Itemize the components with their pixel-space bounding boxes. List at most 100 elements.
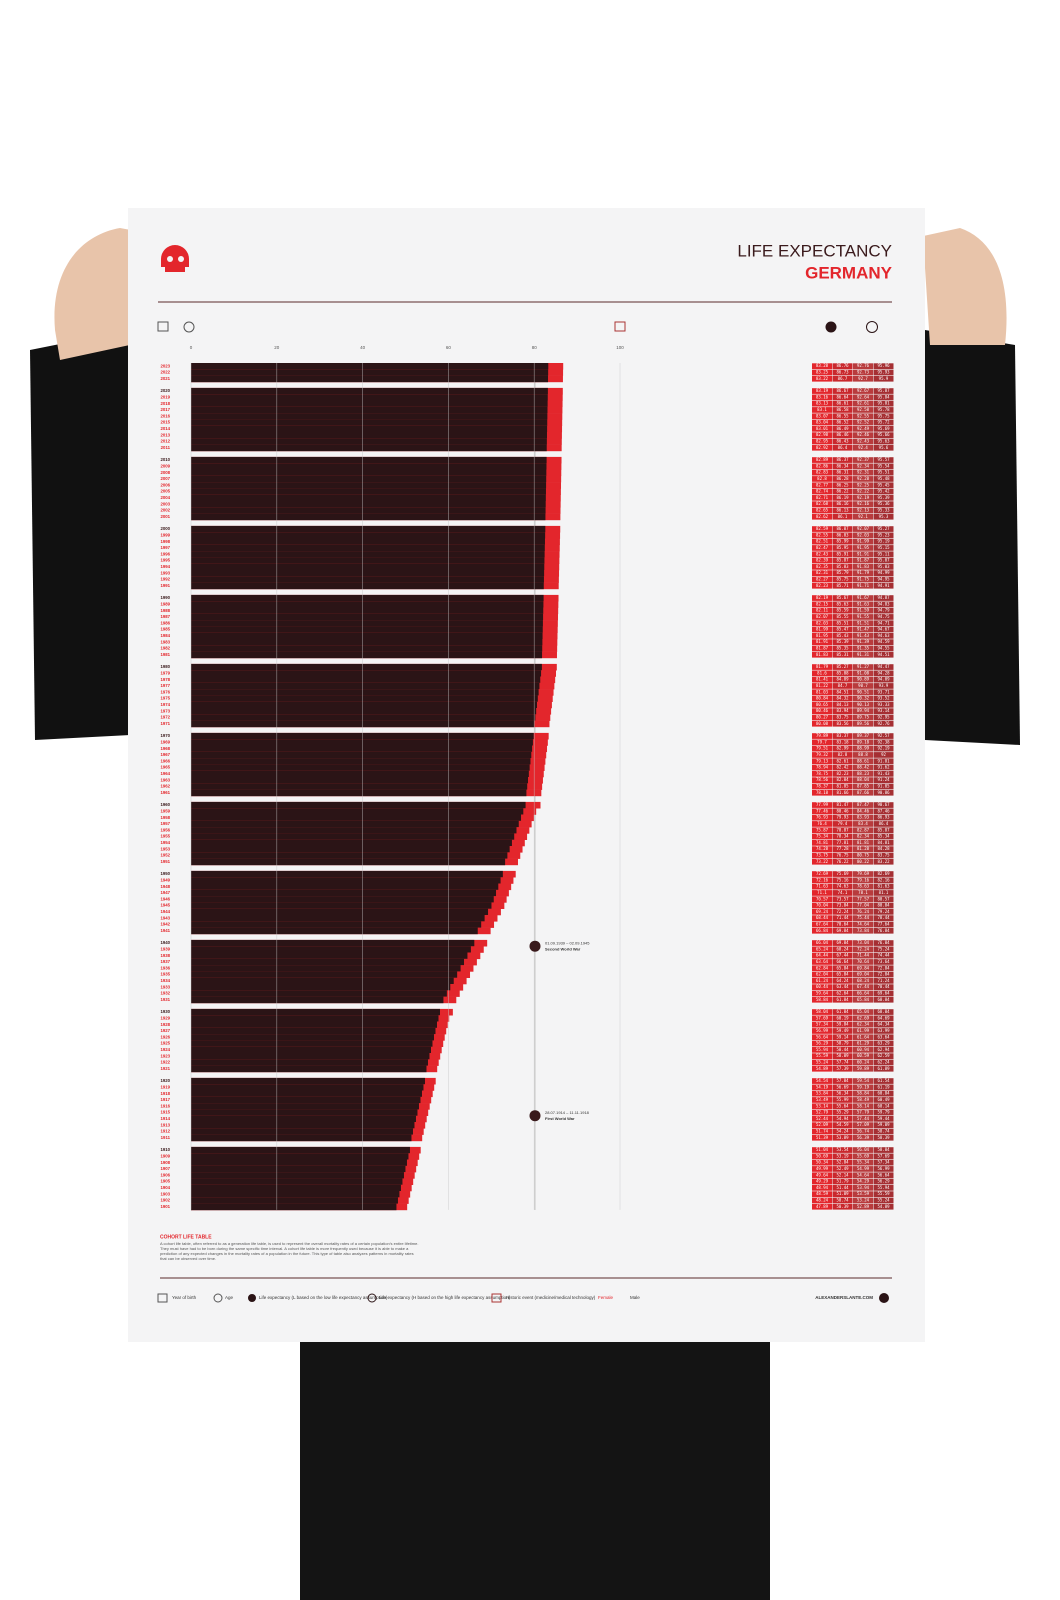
cell-value: 69.24 xyxy=(816,909,829,914)
cell xyxy=(812,645,832,652)
cell-value: 82.69 xyxy=(877,871,890,876)
cell xyxy=(853,871,873,877)
cell-value: 82.19 xyxy=(816,595,829,600)
year-label: 1987 xyxy=(160,614,170,619)
cell-value: 86.93 xyxy=(877,815,890,820)
cell xyxy=(832,664,853,670)
cell-value: 89.56 xyxy=(857,721,870,726)
cell-value: 62.84 xyxy=(816,965,829,970)
right-hand xyxy=(900,228,1007,345)
cell-value: 88.42 xyxy=(857,765,870,770)
cell-value: 82.65 xyxy=(816,507,829,512)
cell xyxy=(873,595,894,601)
cell xyxy=(812,375,832,382)
bar-low xyxy=(191,1077,425,1085)
bar-low xyxy=(191,1146,410,1154)
cell-value: 82.71 xyxy=(816,495,829,500)
cell-value: 63.99 xyxy=(877,1028,890,1033)
year-label: 1921 xyxy=(160,1066,170,1071)
cell xyxy=(853,708,873,714)
cell xyxy=(853,607,873,614)
cell-value: 86.4 xyxy=(879,821,889,826)
cell-value: 92.31 xyxy=(857,470,870,475)
cell xyxy=(812,802,832,808)
bar-low xyxy=(191,538,545,546)
legend-icon xyxy=(213,1293,223,1303)
cell-value: 85.35 xyxy=(836,645,849,650)
cell xyxy=(853,1197,873,1204)
cell xyxy=(812,965,832,972)
cell-value: 79.13 xyxy=(816,758,829,763)
cell-value: 93.14 xyxy=(877,708,890,713)
cell xyxy=(873,1078,894,1084)
bar-low xyxy=(191,670,542,677)
cell-value: 92.22 xyxy=(857,489,870,494)
year-label: 1906 xyxy=(160,1172,170,1177)
cell-value: 92.25 xyxy=(857,482,870,487)
cell xyxy=(873,626,894,633)
cell-value: 59.19 xyxy=(857,1084,870,1089)
cell xyxy=(832,890,853,896)
year-label: 1926 xyxy=(160,1034,170,1039)
year-label: 1918 xyxy=(160,1091,170,1096)
cell-value: 56.99 xyxy=(816,1028,829,1033)
cell-value: 91.27 xyxy=(857,664,870,669)
cell xyxy=(832,1128,853,1135)
cell xyxy=(873,1159,894,1166)
year-label: 1938 xyxy=(160,953,170,958)
cell-value: 54.89 xyxy=(816,1066,829,1071)
cell xyxy=(812,601,832,608)
cell-value: 81.99 xyxy=(816,627,829,632)
cell-value: 82.43 xyxy=(816,551,829,556)
cell xyxy=(832,651,853,658)
cell xyxy=(812,607,832,614)
bar-low xyxy=(191,413,548,420)
cell xyxy=(853,689,873,696)
cell xyxy=(873,507,894,514)
cell-value: 59.14 xyxy=(836,1034,849,1039)
cell xyxy=(873,495,894,501)
cell-value: 56.04 xyxy=(857,1147,870,1152)
cell xyxy=(812,689,832,696)
year-label: 1989 xyxy=(160,601,170,606)
cell-value: 83.4 xyxy=(858,821,868,826)
cell-value: 92.13 xyxy=(857,507,870,512)
cell xyxy=(812,771,832,777)
cell xyxy=(812,915,832,921)
cell xyxy=(832,1153,853,1160)
year-label: 1980 xyxy=(160,664,170,669)
skull-eye xyxy=(178,256,184,262)
cell-value: 67.64 xyxy=(816,921,829,926)
cell xyxy=(832,833,853,840)
cell-value: 82.35 xyxy=(816,564,829,569)
cell-value: 92.64 xyxy=(857,394,870,399)
cell xyxy=(873,400,894,407)
cell-value: 55.24 xyxy=(816,1059,829,1064)
cell xyxy=(812,551,832,558)
year-label: 1976 xyxy=(160,689,170,694)
year-label: 1901 xyxy=(160,1204,170,1209)
cell-value: 92.73 xyxy=(857,369,870,374)
cell xyxy=(812,1084,832,1091)
cell-value: 75.44 xyxy=(857,915,870,920)
x-tick-label: 100 xyxy=(616,345,624,350)
cell-value: 55.34 xyxy=(857,1160,870,1165)
cell xyxy=(853,1047,873,1053)
cell-value: 77.57 xyxy=(857,896,870,901)
cell xyxy=(812,1203,832,1210)
bar-low xyxy=(191,984,451,991)
year-label: 1967 xyxy=(160,752,170,757)
bar-low xyxy=(191,494,546,502)
cell xyxy=(873,482,894,489)
cell-value: 95.3 xyxy=(879,514,889,519)
cell xyxy=(873,1197,894,1204)
year-label: 1996 xyxy=(160,551,170,556)
cell xyxy=(812,990,832,997)
cell xyxy=(873,990,894,997)
cell xyxy=(873,670,894,677)
cell-value: 72.69 xyxy=(816,871,829,876)
cell xyxy=(832,407,853,413)
cell xyxy=(873,909,894,915)
cell xyxy=(873,582,894,589)
cell xyxy=(873,426,894,432)
